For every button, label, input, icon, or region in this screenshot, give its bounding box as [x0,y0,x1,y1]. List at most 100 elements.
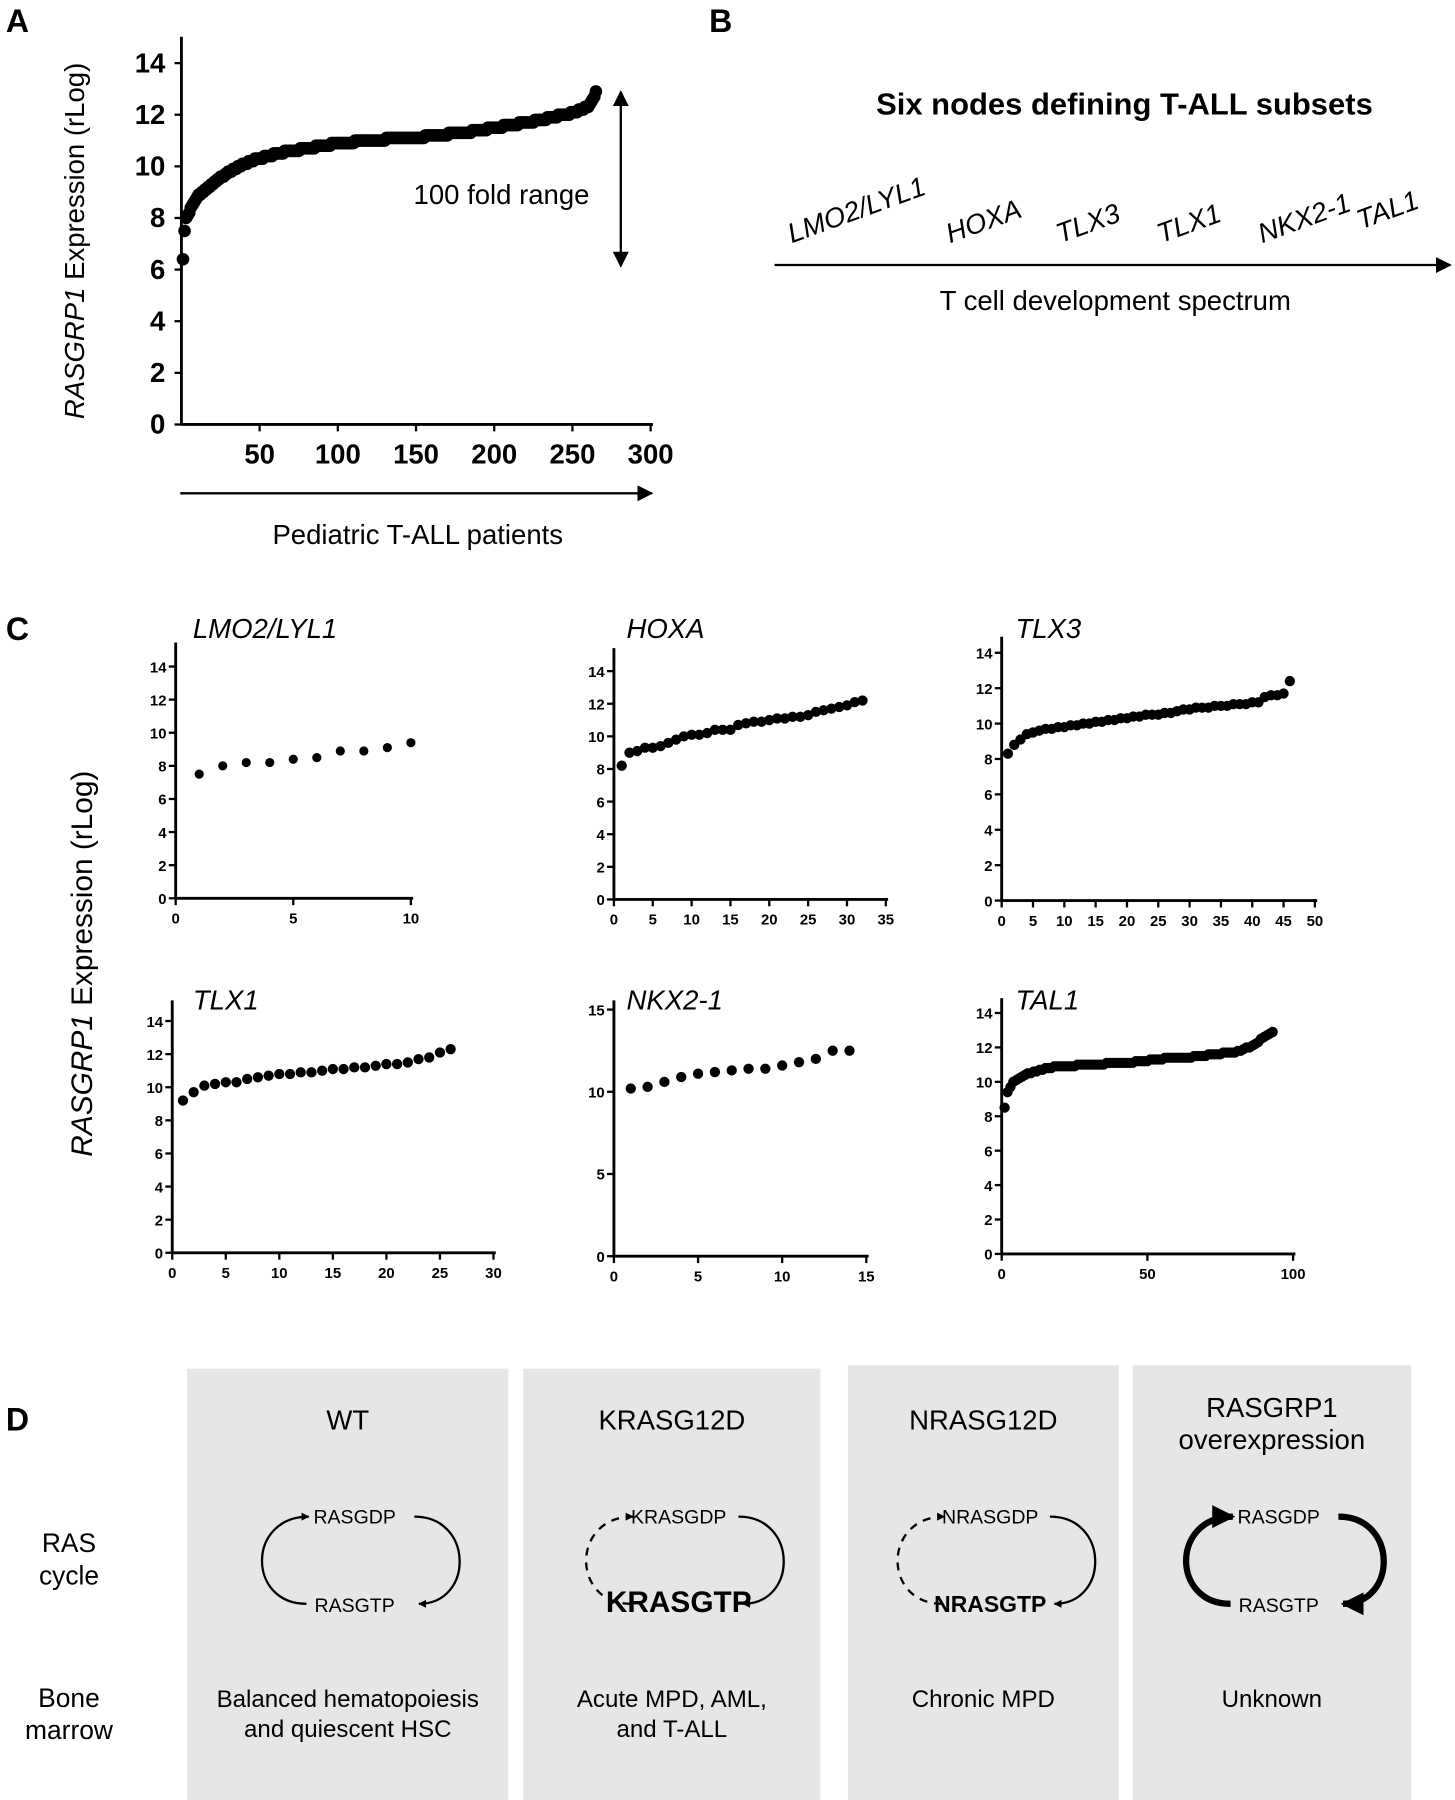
x-tick-label: 10 [1056,914,1073,930]
x-tick-label: 35 [1213,914,1230,930]
data-point [694,729,705,740]
y-tick-label: 14 [588,665,605,681]
x-tick-label: 50 [244,438,275,469]
data-point [220,1077,231,1088]
y-tick-label: 0 [596,893,604,909]
subset-chart-hoxa: 0 2 4 6 8 10 12 14 0 5 10 15 20 25 30 35 HOXA [588,613,894,929]
y-tick-label: 8 [984,753,992,769]
data-point [316,1065,328,1076]
panel-label-b: B [709,3,732,39]
activation-arrow [1183,1505,1236,1607]
data-point [663,737,674,749]
y-tick-label: 6 [984,1144,992,1160]
y-tick-label: 8 [150,202,165,233]
data-point [306,1067,317,1078]
data-point [676,1071,687,1083]
data-point [194,769,204,779]
data-point [779,713,790,724]
data-point [1267,1026,1278,1038]
data-point [655,740,666,752]
fold-range-annotation: 100 fold range [414,179,590,210]
data-point [349,1062,360,1073]
data-point [218,761,228,771]
data-point [1002,748,1014,759]
data-point [686,729,697,740]
subset-node-label: HOXA [942,193,1026,249]
x-tick-label: 30 [1181,914,1198,930]
x-tick-label: 20 [761,913,778,929]
condition-box [523,1368,821,1800]
subset-chart-title: HOXA [627,613,705,644]
development-spectrum-label: T cell development spectrum [940,285,1291,316]
x-tick-label: 15 [722,913,739,929]
data-point [359,1062,371,1073]
data-point [787,711,798,722]
y-tick-label: 14 [976,1007,993,1023]
data-point [176,252,190,266]
data-point [725,724,736,735]
activation-arrow [896,1512,946,1605]
ras-condition-rasgrp1: RASGRP1 overexpression RASGDP RASGTP Unknown [1132,1365,1412,1800]
y-tick-label: 12 [146,1048,163,1064]
x-tick-label: 150 [393,438,439,469]
x-tick-label: 40 [1244,914,1261,930]
data-point [288,754,298,764]
gdp-label: KRASGDP [631,1507,726,1529]
y-tick-label: 2 [596,861,604,877]
x-tick-label: 10 [271,1266,288,1282]
data-point [642,1081,653,1093]
x-tick-label: 25 [800,913,817,929]
y-tick-label: 6 [158,793,166,809]
data-point [717,724,728,735]
data-point [793,1057,805,1068]
x-tick-label: 200 [471,438,517,469]
data-point [370,1060,381,1071]
condition-box [1132,1365,1412,1800]
activation-arrow [585,1512,634,1605]
y-tick-label: 2 [155,1213,163,1229]
gdp-label: RASGDP [1238,1507,1320,1529]
data-point [802,709,814,721]
gtp-label: NRASGTP [934,1591,1046,1617]
data-point [726,1065,737,1076]
gdp-label: RASGDP [313,1507,395,1529]
x-tick-label: 45 [1275,914,1292,930]
condition-title: RASGRP1 overexpression [1179,1392,1366,1455]
x-tick-label: 30 [839,913,856,929]
y-tick-label: 12 [976,1041,993,1057]
x-tick-label: 20 [378,1266,395,1282]
y-tick-label: 2 [158,859,166,875]
x-tick-label: 10 [403,912,420,928]
subset-node-label: TAL1 [1352,184,1422,235]
subset-chart-title: LMO2/LYL1 [193,613,337,644]
ras-condition-nrasg12d: NRASG12D NRASGDP NRASGTP Chronic MPD [847,1365,1119,1800]
data-point [335,746,345,756]
y-tick-label: 6 [155,1147,163,1163]
data-point [382,743,392,753]
inactivation-arrow [1338,1513,1387,1616]
data-point [589,85,603,98]
y-tick-label: 10 [976,1076,993,1092]
ras-condition-wt: WT RASGDP RASGTP Balanced hematopoiesis and … [187,1368,509,1800]
panel-b-title: Six nodes defining T-ALL subsets [876,87,1373,122]
y-tick-label: 14 [135,47,166,78]
data-point [659,1076,670,1088]
x-tick-label: 300 [628,438,674,469]
y-tick-label: 12 [588,697,605,713]
y-tick-label: 0 [984,894,992,910]
panel-a-x-label: Pediatric T-ALL patients [272,519,563,550]
data-point [999,1102,1010,1113]
activation-arrow [261,1512,310,1605]
y-tick-label: 5 [596,1168,604,1184]
y-tick-label: 4 [984,1179,993,1195]
condition-box [847,1365,1119,1800]
y-tick-label: 4 [150,305,166,336]
subset-node-label: TLX3 [1052,197,1125,249]
data-point [242,1073,253,1085]
data-point [733,719,744,731]
x-tick-label: 15 [858,1269,875,1285]
x-tick-label: 5 [649,913,657,929]
data-point [209,1078,221,1090]
subset-chart-nkx2-1: 0 5 10 15 0 5 10 15 NKX2-1 [588,985,874,1286]
